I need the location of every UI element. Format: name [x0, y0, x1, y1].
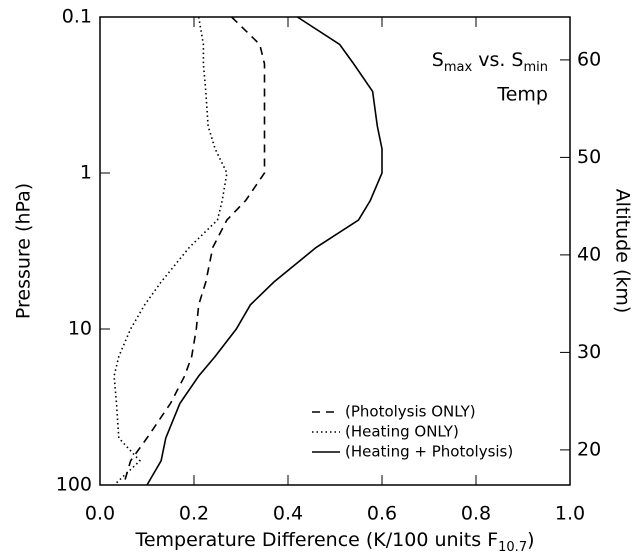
line-series [113, 16, 228, 486]
legend-label: (Heating + Photolysis) [345, 443, 513, 461]
text-part: ) [527, 529, 534, 551]
y2-tick-label: 40 [577, 243, 601, 265]
text-part: max [444, 60, 473, 75]
x-tick-label: 1.0 [555, 503, 585, 525]
y2-tick-label: 50 [577, 146, 601, 168]
y-tick-label: 0.1 [62, 6, 92, 28]
plot-frame [99, 16, 571, 486]
y-axis-label: Pressure (hPa) [13, 183, 35, 319]
line-series [122, 16, 266, 486]
x-tick-label: 0.8 [461, 503, 491, 525]
x-axis-label: Temperature Difference (K/100 units F10.… [134, 529, 534, 553]
text-part: min [523, 60, 548, 75]
y-tick-label: 10 [68, 318, 92, 340]
text-part: vs. S [472, 49, 523, 71]
line-series [146, 16, 383, 486]
x-tick-label: 0.4 [273, 503, 303, 525]
subtitle: Temp [496, 84, 548, 106]
y2-axis-label: Altitude (km) [612, 189, 634, 314]
x-tick-label: 0.6 [367, 503, 397, 525]
text-part: 10.7 [498, 540, 527, 553]
y2-tick-label: 60 [577, 48, 601, 70]
text-part: S [432, 49, 444, 71]
y2-tick-label: 30 [577, 341, 601, 363]
x-tick-label: 0.0 [85, 503, 115, 525]
y-tick-label: 100 [56, 474, 92, 496]
chart-title: Smax vs. Smin [432, 49, 548, 76]
y-tick-label: 1 [80, 162, 92, 184]
legend-label: (Heating ONLY) [345, 423, 459, 441]
x-tick-label: 0.2 [179, 503, 209, 525]
y2-tick-label: 20 [577, 438, 601, 460]
text-part: Temperature Difference (K/100 units F [134, 529, 498, 551]
legend-label: (Photolysis ONLY) [345, 403, 476, 421]
